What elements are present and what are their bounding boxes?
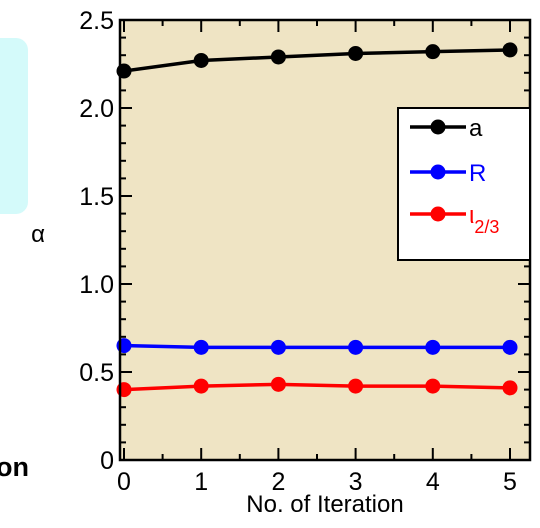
legend-subscript: 2/3 [474, 217, 499, 237]
data-point [270, 376, 286, 392]
x-axis-title: No. of Iteration [246, 491, 403, 518]
data-point [348, 45, 364, 61]
data-point [270, 49, 286, 65]
y-tick-label: 0.5 [79, 359, 114, 387]
data-point [193, 339, 209, 355]
legend-box [397, 107, 531, 261]
y-tick-label: 1.0 [79, 271, 114, 299]
data-point [425, 378, 441, 394]
legend-item: a [410, 115, 483, 142]
x-tick-label: 2 [271, 468, 285, 496]
data-point [348, 339, 364, 355]
data-point [502, 42, 518, 58]
series-line [123, 343, 510, 350]
x-tick-label: 1 [194, 468, 208, 496]
y-axis-title: α [31, 221, 45, 248]
y-tick-label: 2.0 [79, 95, 114, 123]
legend-label: R [469, 160, 486, 187]
legend-marker [430, 206, 446, 222]
data-point [193, 378, 209, 394]
x-tick-label: 3 [349, 468, 363, 496]
x-tick-label: 0 [117, 468, 131, 496]
data-point [502, 380, 518, 396]
series-line [123, 382, 511, 392]
legend-label: a [469, 115, 483, 142]
y-tick-label: 1.5 [79, 183, 114, 211]
data-point [502, 339, 518, 355]
data-point [348, 378, 364, 394]
legend-marker [430, 119, 446, 135]
cropped-side-panel [0, 38, 28, 214]
legend-marker [430, 164, 446, 180]
series-a [116, 42, 518, 79]
legend-item: R [410, 160, 486, 187]
x-tick-label: 5 [503, 468, 517, 496]
cropped-label-fragment: on [0, 452, 29, 482]
x-tick-label: 4 [426, 468, 440, 496]
series-line [123, 48, 511, 73]
y-tick-label: 2.5 [79, 7, 114, 35]
y-tick-label: 0 [100, 447, 114, 475]
data-point [425, 339, 441, 355]
x-tick-labels: 0 1 2 3 4 5 [117, 468, 517, 496]
data-point [193, 52, 209, 68]
data-point [425, 44, 441, 60]
y-tick-labels: 0 0.5 1.0 1.5 2.0 2.5 [79, 7, 114, 475]
data-point [270, 339, 286, 355]
series-layer [116, 42, 518, 398]
series-ι [116, 376, 518, 398]
